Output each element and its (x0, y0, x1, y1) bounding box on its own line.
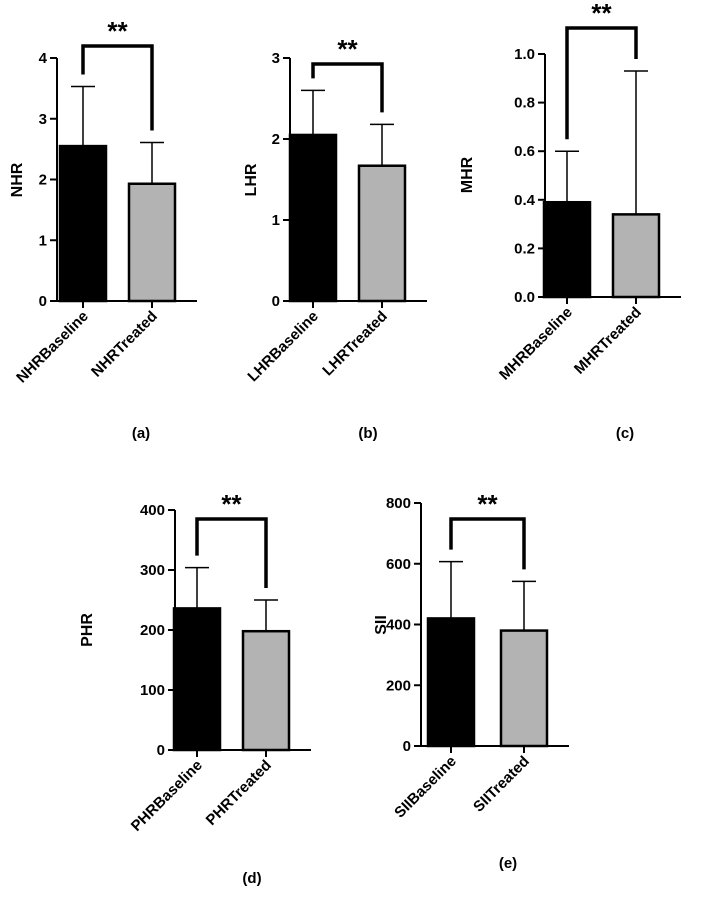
bar-LHRBaseline (288, 133, 338, 303)
significance-label: ** (221, 489, 242, 519)
y-axis-label: PHR (79, 613, 96, 647)
x-category-label: PHRBaseline (128, 757, 206, 835)
x-category-label: SIIBaseline (391, 753, 460, 822)
significance-bracket (195, 517, 268, 588)
y-tick-label: 0 (157, 742, 165, 759)
y-tick-label: 0.4 (514, 192, 536, 209)
bar-LHRTreated (357, 164, 407, 303)
y-tick-label: 0 (403, 738, 411, 755)
y-tick-label: 200 (140, 622, 165, 639)
x-category-label: SIITreated (470, 753, 533, 816)
chart-panel-5: 0 200 400 600 800 SIIBaseline SIITreated ** SII (… (373, 489, 569, 872)
y-tick-label: 4 (39, 50, 48, 67)
x-category-label: NHRBaseline (13, 308, 92, 387)
y-tick-label: 600 (386, 556, 411, 573)
y-tick-label: 400 (386, 617, 411, 634)
x-category-label: NHRTreated (88, 308, 161, 381)
y-tick-label: 0.6 (514, 143, 535, 160)
bar-PHRTreated (241, 629, 291, 752)
x-category-label: MHRBaseline (496, 304, 576, 384)
y-tick-label: 400 (140, 502, 165, 519)
x-category-label: LHRTreated (319, 308, 391, 380)
significance-bracket (565, 26, 638, 140)
x-category-label: MHRTreated (571, 304, 645, 378)
y-tick-label: 3 (272, 50, 280, 67)
panel-label: (b) (358, 425, 377, 442)
y-tick-label: 100 (140, 682, 165, 699)
y-tick-label: 2 (39, 172, 47, 189)
significance-bracket (81, 44, 154, 131)
y-axis-label: MHR (459, 156, 476, 193)
panel-label: (e) (499, 855, 517, 872)
bar-NHRBaseline (58, 144, 108, 303)
y-tick-label: 300 (140, 562, 165, 579)
y-tick-label: 1 (39, 232, 47, 249)
y-tick-label: 0.2 (514, 240, 535, 257)
y-tick-label: 0.0 (514, 289, 535, 306)
y-tick-label: 3 (39, 111, 47, 128)
y-tick-label: 0.8 (514, 95, 535, 112)
y-axis-label: NHR (9, 162, 26, 197)
y-tick-label: 0 (39, 293, 47, 310)
bar-NHRTreated (127, 182, 177, 303)
panel-label: (c) (616, 425, 634, 442)
bar-MHRTreated (611, 213, 661, 299)
y-tick-label: 1 (272, 212, 280, 229)
bar-SIIBaseline (426, 617, 476, 748)
y-axis-label: LHR (243, 163, 260, 196)
bar-MHRBaseline (542, 200, 592, 299)
significance-label: ** (107, 16, 128, 46)
panel-label: (a) (132, 425, 150, 442)
y-tick-label: 0 (272, 293, 280, 310)
significance-bracket (311, 62, 384, 113)
y-tick-label: 200 (386, 677, 411, 694)
bar-SIITreated (499, 629, 549, 748)
significance-bracket (449, 517, 526, 570)
significance-label: ** (477, 489, 498, 519)
x-category-label: LHRBaseline (244, 308, 321, 385)
significance-label: ** (337, 34, 358, 64)
y-tick-label: 800 (386, 495, 411, 512)
y-axis-label: SII (373, 615, 390, 635)
panel-label: (d) (242, 870, 261, 887)
y-tick-label: 2 (272, 131, 280, 148)
x-category-label: PHRTreated (203, 757, 275, 829)
significance-label: ** (591, 0, 612, 28)
bar-PHRBaseline (172, 607, 222, 752)
y-tick-label: 1.0 (514, 46, 535, 63)
